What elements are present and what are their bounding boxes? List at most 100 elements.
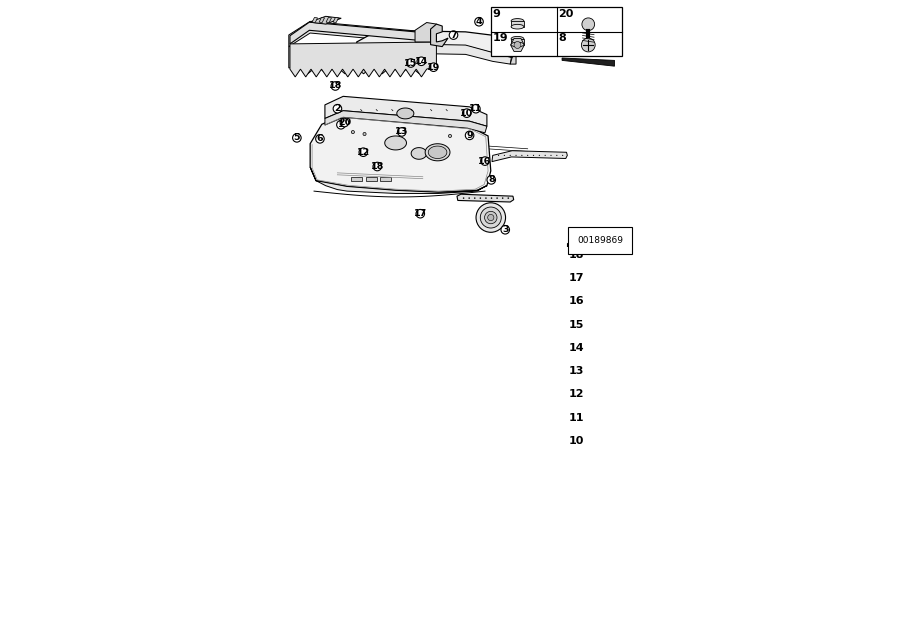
Text: 2: 2: [334, 104, 341, 113]
Polygon shape: [430, 24, 448, 46]
Text: 15: 15: [569, 320, 584, 329]
Circle shape: [331, 81, 339, 90]
Polygon shape: [320, 17, 325, 22]
Text: 9: 9: [493, 8, 500, 18]
Circle shape: [594, 271, 608, 285]
Circle shape: [463, 197, 464, 199]
Circle shape: [416, 209, 425, 218]
Circle shape: [582, 18, 595, 31]
Circle shape: [337, 120, 346, 129]
Bar: [567, 266, 623, 289]
Circle shape: [596, 432, 607, 443]
Polygon shape: [290, 42, 436, 77]
Text: 18: 18: [371, 162, 384, 171]
Text: 12: 12: [569, 389, 585, 399]
Polygon shape: [397, 108, 414, 119]
Circle shape: [351, 130, 355, 134]
Circle shape: [598, 249, 605, 256]
Circle shape: [496, 197, 498, 199]
Bar: [567, 290, 623, 313]
Bar: [594, 366, 609, 377]
Circle shape: [417, 57, 426, 66]
Circle shape: [463, 109, 471, 118]
Bar: [567, 429, 623, 452]
Circle shape: [514, 41, 521, 48]
Bar: [511, 39, 524, 45]
Circle shape: [516, 155, 517, 156]
Circle shape: [581, 38, 595, 52]
Polygon shape: [411, 148, 427, 159]
Ellipse shape: [511, 24, 524, 29]
Text: 19: 19: [427, 63, 440, 72]
Circle shape: [398, 128, 406, 136]
Circle shape: [472, 104, 480, 113]
Text: 19: 19: [493, 32, 508, 43]
Text: 20: 20: [558, 8, 573, 18]
Circle shape: [359, 148, 367, 156]
Polygon shape: [326, 17, 331, 22]
Bar: [351, 177, 362, 181]
Text: 8: 8: [558, 32, 566, 43]
Text: 17: 17: [414, 209, 427, 218]
Circle shape: [544, 155, 545, 156]
Circle shape: [521, 155, 522, 156]
Polygon shape: [290, 22, 436, 44]
Circle shape: [562, 155, 563, 156]
Circle shape: [598, 367, 605, 375]
Circle shape: [474, 17, 483, 26]
Bar: [567, 313, 623, 336]
Circle shape: [373, 162, 382, 171]
Circle shape: [480, 197, 482, 199]
Polygon shape: [312, 17, 318, 22]
Bar: [366, 177, 377, 181]
Circle shape: [502, 197, 503, 199]
Text: 12: 12: [356, 148, 370, 156]
Ellipse shape: [597, 321, 606, 328]
Polygon shape: [508, 24, 520, 31]
Bar: [595, 298, 608, 305]
Circle shape: [600, 347, 602, 349]
Ellipse shape: [594, 319, 608, 330]
Polygon shape: [425, 144, 450, 161]
Circle shape: [533, 155, 534, 156]
Circle shape: [600, 347, 602, 349]
Circle shape: [481, 157, 490, 165]
Polygon shape: [310, 116, 491, 192]
Circle shape: [487, 176, 496, 184]
Polygon shape: [289, 45, 438, 74]
Bar: [567, 336, 623, 359]
Circle shape: [600, 347, 602, 349]
Bar: [594, 341, 608, 355]
Polygon shape: [356, 31, 516, 57]
Circle shape: [539, 155, 540, 156]
Circle shape: [596, 408, 607, 418]
Circle shape: [465, 131, 474, 140]
Circle shape: [508, 197, 509, 199]
Bar: [567, 244, 623, 266]
Bar: [598, 344, 605, 352]
Bar: [511, 21, 524, 27]
Circle shape: [551, 155, 552, 156]
Text: 16: 16: [478, 156, 491, 165]
Bar: [380, 177, 391, 181]
Text: 18: 18: [569, 250, 585, 260]
Ellipse shape: [511, 42, 524, 47]
Bar: [567, 359, 623, 382]
Circle shape: [485, 197, 487, 199]
Polygon shape: [310, 167, 487, 193]
Circle shape: [596, 385, 608, 397]
Circle shape: [556, 155, 557, 156]
Text: 10: 10: [569, 436, 584, 446]
Circle shape: [476, 203, 506, 232]
Bar: [598, 300, 605, 303]
Circle shape: [498, 155, 500, 156]
Bar: [567, 406, 623, 429]
Circle shape: [481, 207, 501, 228]
Text: 14: 14: [415, 57, 428, 66]
Polygon shape: [510, 39, 525, 52]
Text: 13: 13: [395, 127, 409, 137]
Text: 15: 15: [404, 59, 418, 67]
Circle shape: [595, 247, 608, 259]
Polygon shape: [457, 194, 514, 202]
Circle shape: [474, 197, 475, 199]
